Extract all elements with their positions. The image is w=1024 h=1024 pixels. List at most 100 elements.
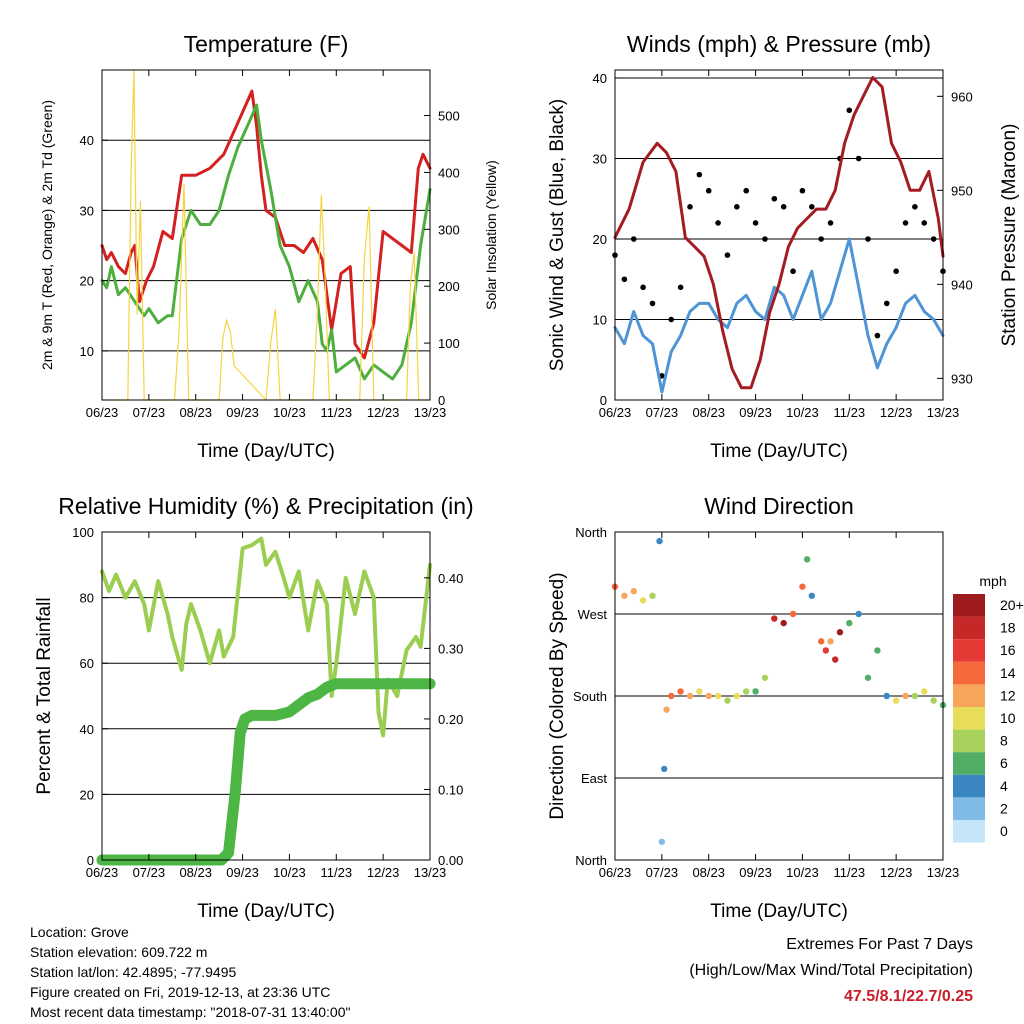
y2-tick-label: 0.40 — [438, 571, 463, 586]
gust-point — [705, 187, 712, 194]
direction-point — [661, 765, 668, 773]
direction-point — [832, 656, 839, 663]
temp_2m-line — [100, 89, 432, 360]
x-tick-label: 12/23 — [367, 865, 400, 880]
legend-swatch — [953, 661, 985, 685]
y2-tick-label: 0.00 — [438, 853, 463, 868]
gust-point — [846, 107, 853, 114]
y-tick-label: 40 — [593, 71, 607, 86]
legend-swatch — [953, 594, 985, 617]
gust-point — [902, 220, 909, 226]
y-tick-label: 60 — [80, 656, 94, 671]
gust-point — [865, 236, 871, 242]
x-tick-label: 09/23 — [739, 865, 772, 880]
y-axis-label: 2m & 9m T (Red, Orange) & 2m Td (Green) — [39, 100, 55, 370]
x-tick-label: 06/23 — [599, 865, 632, 880]
gust-point — [780, 204, 787, 210]
y-tick-label: East — [581, 771, 607, 786]
direction-point — [649, 592, 656, 599]
x-tick-label: 06/23 — [86, 865, 119, 880]
direction-point — [822, 647, 830, 654]
gust-point — [621, 276, 628, 283]
chart-title: Wind Direction — [704, 493, 854, 519]
direction-point — [656, 537, 663, 545]
legend-swatch — [953, 752, 985, 775]
direction-point — [921, 688, 928, 695]
direction-point — [761, 674, 769, 681]
y2-tick-label: 0.30 — [438, 641, 463, 656]
y-tick-label: South — [573, 689, 607, 704]
direction-point — [686, 692, 694, 700]
direction-point — [883, 692, 890, 700]
y2-tick-label: 930 — [951, 371, 973, 386]
legend-label: 8 — [1000, 733, 1008, 749]
x-tick-label: 13/23 — [927, 865, 960, 880]
x-tick-label: 07/23 — [133, 865, 166, 880]
x-axis-label: Time (Day/UTC) — [710, 901, 848, 922]
location-text: Location: Grove — [30, 924, 129, 940]
direction-point — [855, 610, 862, 618]
direction-point — [836, 629, 844, 636]
gust-point — [640, 284, 646, 291]
chart-temperature: Temperature (F)1020304001002003004005000… — [39, 31, 499, 462]
rh-line — [100, 536, 432, 738]
gust-point — [677, 284, 684, 291]
direction-point — [630, 588, 637, 595]
gust-point — [762, 236, 768, 242]
x-tick-label: 13/23 — [414, 865, 447, 880]
gust-point — [630, 236, 637, 242]
direction-point — [724, 697, 731, 704]
gust-point — [874, 332, 881, 339]
direction-point — [789, 610, 797, 618]
gust-point — [724, 252, 731, 258]
legend-swatch — [953, 707, 985, 730]
y2-axis-label: Station Pressure (Maroon) — [999, 124, 1020, 347]
gust-point — [743, 187, 749, 194]
y-tick-label: 80 — [80, 591, 94, 606]
direction-point — [621, 592, 628, 599]
y-axis-label: Percent & Total Rainfall — [34, 597, 55, 794]
gust-point — [715, 220, 721, 226]
x-tick-label: 08/23 — [179, 405, 212, 420]
x-tick-label: 08/23 — [692, 405, 725, 420]
direction-point — [668, 692, 675, 700]
x-tick-label: 09/23 — [739, 405, 772, 420]
legend-swatch — [953, 729, 985, 753]
direction-point — [799, 583, 806, 590]
y2-tick-label: 400 — [438, 165, 460, 180]
y2-tick-label: 0 — [438, 393, 445, 408]
y2-tick-label: 0.10 — [438, 782, 463, 797]
x-tick-label: 07/23 — [133, 405, 166, 420]
gust-point — [799, 187, 806, 194]
legend-swatch — [953, 639, 985, 662]
y-axis-label: Sonic Wind & Gust (Blue, Black) — [547, 99, 568, 371]
direction-point — [827, 638, 834, 645]
wind-line — [613, 237, 945, 394]
x-tick-label: 06/23 — [86, 405, 119, 420]
gust-point — [855, 155, 862, 162]
direction-point — [743, 688, 750, 695]
y-tick-label: 30 — [80, 203, 94, 218]
plot-frame — [101, 531, 431, 861]
recent-data-text: Most recent data timestamp: "2018-07-31 … — [30, 1004, 351, 1020]
y-tick-label: 10 — [593, 313, 607, 328]
direction-point — [705, 692, 712, 700]
x-tick-label: 11/23 — [833, 865, 865, 880]
y-tick-label: North — [575, 853, 607, 868]
x-tick-label: 10/23 — [786, 405, 819, 420]
y2-tick-label: 0.20 — [438, 712, 463, 727]
legend-label: 2 — [1000, 800, 1008, 816]
y2-tick-label: 960 — [951, 89, 973, 104]
y-tick-label: 0 — [87, 853, 94, 868]
direction-point — [663, 706, 670, 713]
legend-label: 18 — [1000, 620, 1016, 636]
y2-tick-label: 300 — [438, 222, 460, 237]
y-tick-label: 100 — [72, 525, 94, 540]
direction-point — [639, 597, 647, 604]
y-tick-label: 20 — [80, 787, 94, 802]
legend-title: mph — [979, 573, 1006, 589]
extremes-title: Extremes For Past 7 Days — [786, 936, 973, 953]
x-tick-label: 13/23 — [927, 405, 960, 420]
legend-label: 6 — [1000, 755, 1008, 771]
direction-point — [733, 692, 741, 700]
